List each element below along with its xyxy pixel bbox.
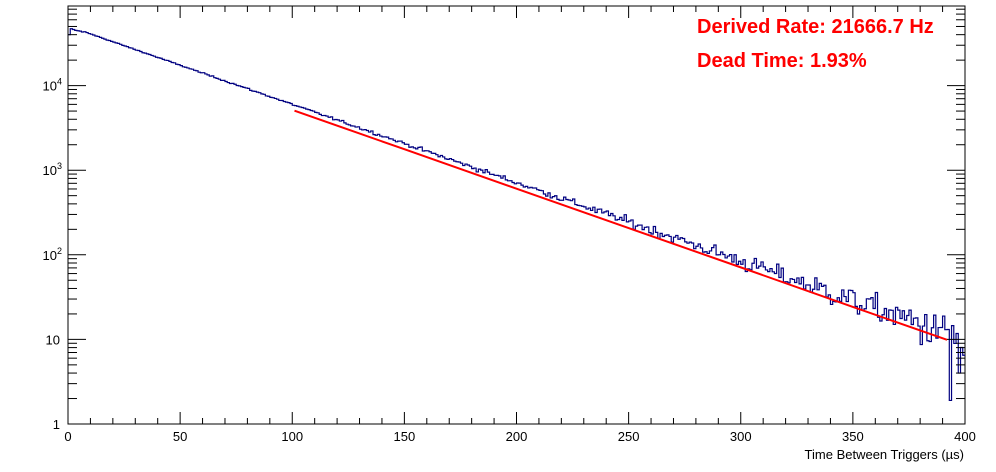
x-tick-label: 150 [394, 429, 416, 444]
x-axis-title: Time Between Triggers (µs) [805, 447, 964, 462]
x-tick-label: 50 [173, 429, 187, 444]
histogram-series [68, 28, 965, 402]
y-tick-label: 103 [43, 161, 62, 178]
x-axis-ticks: 0 50 100 150 200 250 300 350 400 [64, 6, 976, 444]
histogram-line [68, 28, 965, 402]
y-tick-label: 102 [43, 246, 62, 263]
x-tick-label: 200 [506, 429, 528, 444]
x-tick-label: 250 [618, 429, 640, 444]
y-axis-ticks: 1 10 102 103 104 [43, 8, 965, 432]
x-tick-label: 400 [954, 429, 976, 444]
x-tick-label: 100 [281, 429, 303, 444]
fit-line-series [294, 109, 948, 341]
y-tick-label: 104 [43, 77, 62, 94]
annotation-dead-time: Dead Time: 1.93% [697, 50, 867, 72]
y-tick-label: 10 [46, 332, 60, 347]
x-tick-label: 300 [730, 429, 752, 444]
y-tick-label: 1 [53, 417, 60, 432]
x-tick-label: 350 [842, 429, 864, 444]
annotation-derived-rate: Derived Rate: 21666.7 Hz [697, 16, 934, 38]
x-tick-label: 0 [64, 429, 71, 444]
fit-line [294, 109, 948, 341]
